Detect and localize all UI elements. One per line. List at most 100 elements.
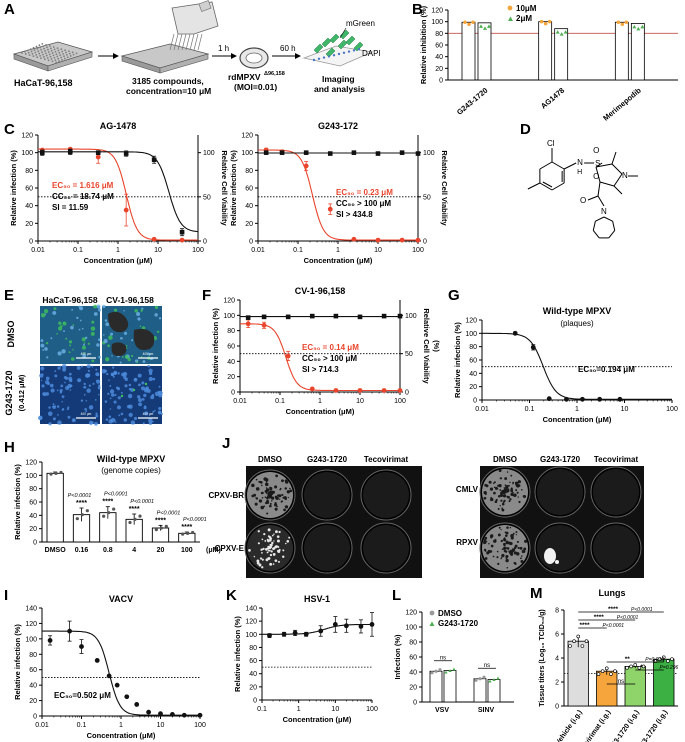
well <box>60 56 62 59</box>
fit-curve-infection <box>262 623 372 635</box>
y-tick-label: 120 <box>223 298 235 305</box>
micrograph-cell <box>120 394 124 398</box>
replicate-point <box>482 675 486 679</box>
y-tick-label: 40 <box>29 683 37 690</box>
x-tick-label: 0.1 <box>293 247 303 254</box>
data-point <box>245 321 251 327</box>
mgreen-cell <box>321 37 332 48</box>
micrograph-cell <box>148 376 153 382</box>
micrograph-cell <box>91 320 95 324</box>
plaque-spot <box>274 485 278 489</box>
micrograph-cell <box>82 353 87 358</box>
micrograph-cell <box>94 398 97 401</box>
plaque-spot <box>265 478 269 482</box>
well <box>40 49 43 51</box>
micrograph-cell <box>90 326 96 331</box>
replicate-point <box>75 517 79 521</box>
y-tick-label: 0 <box>29 239 33 246</box>
plaque-spot <box>499 489 502 491</box>
y-tick-label: 20 <box>469 384 477 391</box>
data-point <box>158 711 163 717</box>
moi-label: (MOI=0.01) <box>234 82 277 92</box>
plaque-spot <box>256 559 260 563</box>
ec50-label: EC₅₀ = 1.616 μM <box>52 181 114 190</box>
micrograph-cell <box>105 322 110 327</box>
bond <box>603 216 613 222</box>
dapi-nucleus <box>347 50 351 53</box>
micrograph-cell <box>49 383 54 388</box>
plaque-spot <box>268 549 271 552</box>
plaque-spot <box>509 481 511 484</box>
bond <box>542 181 553 188</box>
replicate-point <box>657 657 662 662</box>
y2-tick-label: 0 <box>405 390 409 397</box>
replicate-point <box>559 32 564 36</box>
pipette-tip <box>173 33 179 51</box>
row-label: RPXV <box>456 538 478 547</box>
replicate-point <box>609 672 613 676</box>
data-point <box>303 163 309 169</box>
micrograph-cell <box>114 421 117 423</box>
replicate-point <box>159 526 163 530</box>
bar <box>624 666 646 707</box>
fit-curve-viability <box>38 151 199 233</box>
y-axis-label: Relative inhibition (%) <box>419 5 428 84</box>
replicate-point <box>576 634 581 639</box>
plaque-spot <box>276 539 280 543</box>
y-axis-label: Relative infection (%) <box>13 624 22 700</box>
category-label: Vehicle (i.g.) <box>555 709 584 742</box>
data-point <box>309 313 315 319</box>
micrograph-cell <box>144 382 148 386</box>
plaque-spot <box>283 496 287 500</box>
bond <box>592 221 596 231</box>
micrograph-cell <box>52 405 56 410</box>
micrograph-cell <box>134 309 138 313</box>
replicate-point <box>487 24 491 28</box>
well <box>58 51 61 54</box>
x-tick-label: DMSO <box>45 547 67 554</box>
well <box>33 49 36 52</box>
micrograph-cell <box>115 386 119 390</box>
well <box>28 54 31 56</box>
plaque-spot <box>506 526 509 529</box>
x-tick-label: 10 <box>157 722 165 729</box>
plaque-spot <box>274 495 278 499</box>
significance-stars: * <box>640 664 643 671</box>
micrograph-cell <box>140 309 143 312</box>
micrograph-cell <box>98 393 100 396</box>
plaque-spot <box>261 484 263 487</box>
data-point <box>95 154 101 160</box>
micrograph-cell <box>88 420 94 426</box>
replicate-point <box>448 669 452 672</box>
pipette-tip <box>189 33 195 51</box>
data-point <box>375 237 381 243</box>
data-point <box>179 237 185 243</box>
replicate-point <box>616 20 621 25</box>
micrograph-cell <box>67 383 72 389</box>
panel-letter-m: M <box>530 585 543 602</box>
micrograph-cell <box>160 412 163 416</box>
legend-label: 10μM <box>516 4 537 13</box>
micrograph-cell <box>127 393 133 399</box>
plaque-spot <box>265 558 269 562</box>
plaque-spot <box>269 562 273 566</box>
dapi-nucleus <box>332 54 336 57</box>
micrograph-cell <box>42 349 45 351</box>
plate-1-front <box>47 51 93 72</box>
plaque-spot <box>289 487 291 490</box>
micrograph-cell <box>84 373 90 378</box>
micrograph-cell <box>88 384 92 387</box>
micrograph-cell <box>136 361 139 363</box>
plate-label: HaCaT-96,158 <box>14 78 73 88</box>
well <box>45 44 47 46</box>
well <box>75 52 78 55</box>
micrograph-cell <box>86 388 91 393</box>
micrograph-cell <box>40 339 44 342</box>
plaque-spot <box>500 557 502 560</box>
plaque-spot <box>276 549 280 553</box>
micrograph-cell <box>56 332 58 335</box>
micrograph-cell <box>88 405 94 410</box>
plaque-spot <box>267 535 270 538</box>
x-axis-label: Concentration (μM) <box>87 731 156 740</box>
plaque-spot <box>283 508 286 512</box>
